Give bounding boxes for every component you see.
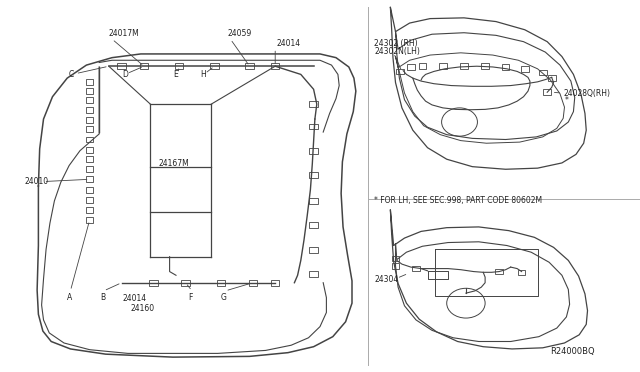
- Bar: [86, 187, 93, 193]
- Bar: [460, 64, 468, 69]
- Bar: [216, 280, 225, 286]
- Text: 24304: 24304: [374, 275, 399, 283]
- Bar: [271, 280, 279, 286]
- Bar: [407, 64, 415, 70]
- Bar: [86, 88, 93, 94]
- Text: *: *: [564, 96, 568, 105]
- Bar: [182, 280, 189, 286]
- Text: B: B: [100, 293, 105, 302]
- Bar: [175, 63, 184, 69]
- Bar: [86, 207, 93, 213]
- Text: E: E: [173, 70, 179, 79]
- Bar: [495, 269, 503, 275]
- Bar: [310, 271, 317, 277]
- Bar: [310, 198, 317, 204]
- Bar: [518, 269, 525, 275]
- Text: 24167M: 24167M: [159, 159, 189, 168]
- Text: 24010: 24010: [24, 177, 49, 186]
- Bar: [118, 63, 125, 69]
- Text: H: H: [201, 70, 206, 79]
- Bar: [86, 126, 93, 132]
- Bar: [481, 64, 489, 69]
- Bar: [86, 137, 93, 142]
- Bar: [140, 63, 148, 69]
- Text: 24302N(LH): 24302N(LH): [374, 47, 420, 56]
- Bar: [86, 97, 93, 103]
- Bar: [249, 280, 257, 286]
- Bar: [86, 107, 93, 113]
- Bar: [439, 64, 447, 69]
- Text: 24028Q(RH): 24028Q(RH): [563, 89, 610, 98]
- Bar: [412, 266, 420, 272]
- Text: 24160: 24160: [131, 304, 155, 313]
- Text: F: F: [189, 293, 193, 302]
- Bar: [86, 166, 93, 172]
- Bar: [539, 70, 547, 75]
- Bar: [310, 222, 317, 228]
- Bar: [548, 75, 556, 81]
- Bar: [396, 68, 404, 74]
- Bar: [86, 147, 93, 153]
- Text: 24302 (RH): 24302 (RH): [374, 39, 418, 48]
- Text: 24014: 24014: [276, 39, 301, 48]
- Text: 24059: 24059: [227, 29, 252, 38]
- Text: * FOR LH, SEE SEC.998, PART CODE 80602M: * FOR LH, SEE SEC.998, PART CODE 80602M: [374, 196, 543, 205]
- Bar: [502, 64, 509, 70]
- Bar: [310, 101, 317, 107]
- Bar: [521, 66, 529, 72]
- Text: G: G: [221, 293, 227, 302]
- Bar: [310, 247, 317, 253]
- Bar: [246, 63, 253, 69]
- Bar: [419, 64, 426, 69]
- Bar: [86, 176, 93, 182]
- Bar: [310, 124, 317, 129]
- Text: 24017M: 24017M: [109, 29, 140, 38]
- Bar: [310, 172, 317, 178]
- Text: R24000BQ: R24000BQ: [550, 347, 595, 356]
- Bar: [543, 90, 551, 95]
- Bar: [86, 79, 93, 85]
- Bar: [150, 280, 157, 286]
- Text: 24014: 24014: [123, 294, 147, 303]
- Bar: [86, 197, 93, 203]
- Text: D: D: [122, 70, 128, 79]
- Bar: [210, 63, 219, 69]
- Text: A: A: [67, 293, 72, 302]
- Bar: [392, 263, 399, 269]
- Bar: [86, 117, 93, 123]
- Bar: [86, 217, 93, 223]
- Text: C: C: [68, 70, 74, 79]
- Bar: [271, 63, 279, 69]
- Bar: [86, 156, 93, 162]
- Bar: [392, 256, 399, 262]
- Bar: [310, 148, 317, 154]
